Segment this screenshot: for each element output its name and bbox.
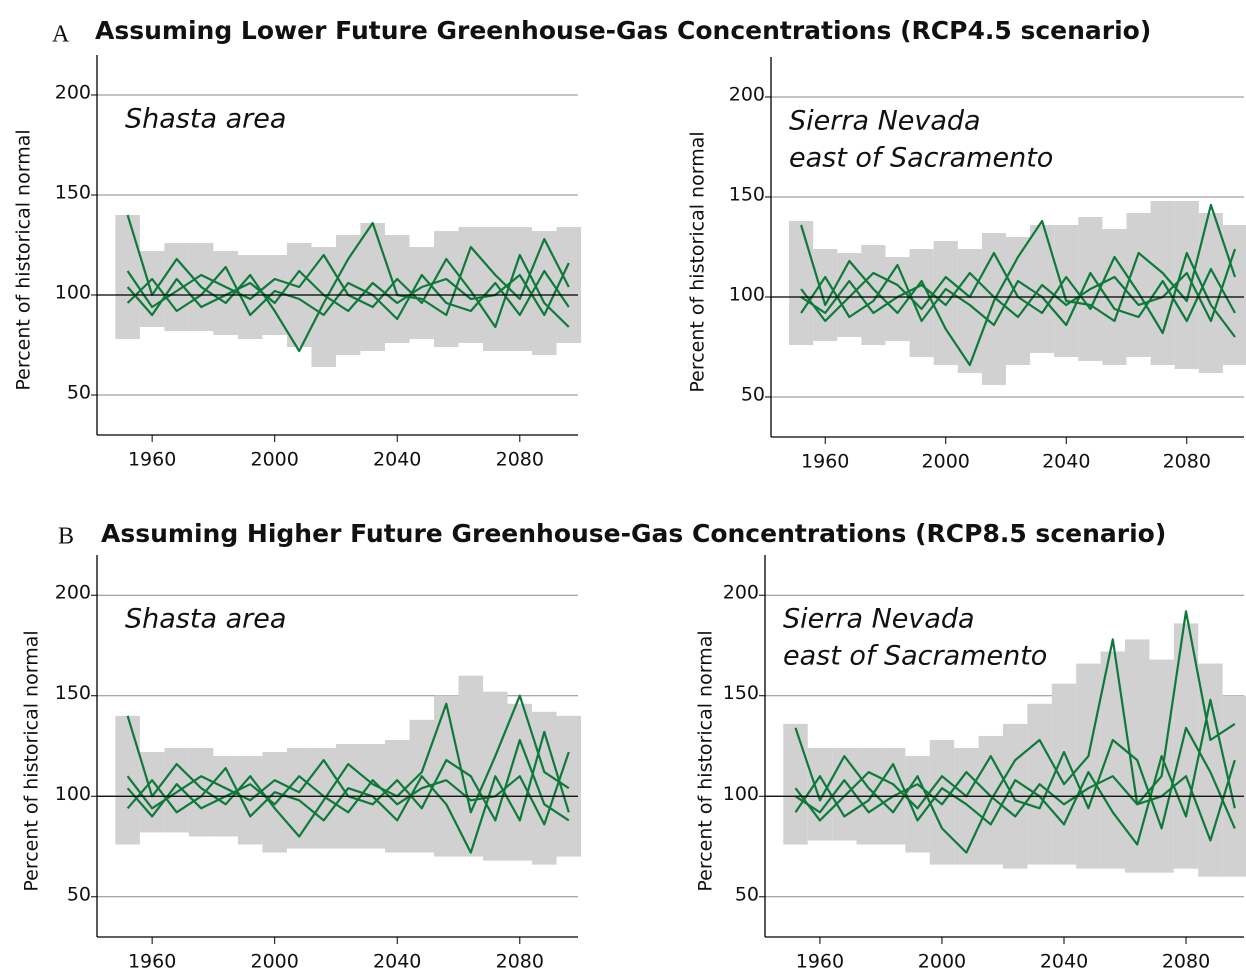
y-tick-label: 50 [741,384,765,406]
panel-title: east of Sacramento [783,641,1047,672]
range-bar [813,249,838,341]
range-bar [1125,639,1150,873]
range-bar [807,748,833,841]
range-bar [1126,213,1151,357]
range-bar [164,243,189,331]
y-tick-label: 100 [729,284,765,306]
range-bar [1030,225,1055,353]
y-tick-label: 100 [55,783,91,805]
range-bar [1174,201,1199,369]
x-tick-label: 2040 [1040,951,1088,969]
range-bar [837,253,862,337]
range-bar [905,756,930,853]
y-tick-label: 200 [55,82,91,104]
range-bar [188,748,214,837]
range-bar [933,241,958,365]
y-axis-label: Percent of historical normal [13,129,35,390]
range-bar [789,221,814,345]
y-tick-label: 50 [67,382,91,404]
y-tick-label: 150 [723,682,759,704]
x-tick-label: 2040 [1042,451,1090,473]
range-bar [434,231,459,347]
x-tick-label: 1960 [128,951,176,969]
x-tick-label: 1960 [801,451,849,473]
section-title: Assuming Lower Future Greenhouse-Gas Con… [95,16,1151,45]
y-tick-label: 150 [55,182,91,204]
section-title: Assuming Higher Future Greenhouse-Gas Co… [101,519,1166,548]
panel-title: Sierra Nevada [783,604,975,635]
x-tick-label: 2080 [1163,451,1211,473]
series-line [794,698,1236,846]
x-tick-label: 1960 [796,951,844,969]
x-tick-label: 2080 [496,951,544,969]
series-line [794,610,1236,854]
range-bar [532,711,557,865]
x-tick-label: 2000 [251,449,299,471]
range-bar [115,215,140,339]
x-tick-label: 2000 [918,951,966,969]
x-tick-label: 2080 [1162,951,1210,969]
range-bar [532,231,557,355]
range-bar [1222,695,1246,877]
y-tick-label: 100 [723,783,759,805]
y-tick-label: 150 [55,682,91,704]
x-tick-label: 2040 [373,951,421,969]
range-bar [311,748,336,849]
x-tick-label: 2000 [251,951,299,969]
range-bar [458,227,484,343]
range-bar [954,748,979,865]
range-bar [1054,225,1079,357]
panel-title: Sierra Nevada [789,106,981,137]
series-line [800,263,1236,327]
range-bar [1149,659,1174,873]
panel-title: Shasta area [125,604,286,635]
range-bar [861,245,886,345]
x-tick-label: 2080 [496,449,544,471]
range-bar [783,723,808,845]
y-axis-label: Percent of historical normal [687,131,709,392]
y-axis-label: Percent of historical normal [695,630,717,891]
range-bar [885,257,910,341]
x-tick-label: 1960 [128,449,176,471]
y-tick-label: 100 [55,282,91,304]
series-line [794,726,1236,830]
range-bar [262,752,287,853]
series-line [800,203,1237,367]
panel-title: Shasta area [125,104,286,135]
y-tick-label: 200 [729,84,765,106]
section-letter: A [52,22,70,48]
y-tick-label: 200 [723,582,759,604]
y-tick-label: 50 [735,883,759,905]
range-bar [115,715,140,845]
x-tick-label: 2040 [373,449,421,471]
series-line [126,694,570,838]
range-bar [164,748,189,833]
series-line [126,214,570,353]
y-tick-label: 50 [67,883,91,905]
section-letter: B [58,524,74,550]
range-bar [832,748,857,841]
y-tick-label: 150 [729,184,765,206]
x-tick-label: 2000 [922,451,970,473]
range-bar [360,223,385,351]
y-axis-label: Percent of historical normal [21,630,43,891]
y-tick-label: 200 [55,582,91,604]
panel-title: east of Sacramento [789,143,1053,174]
range-bar [929,739,955,865]
